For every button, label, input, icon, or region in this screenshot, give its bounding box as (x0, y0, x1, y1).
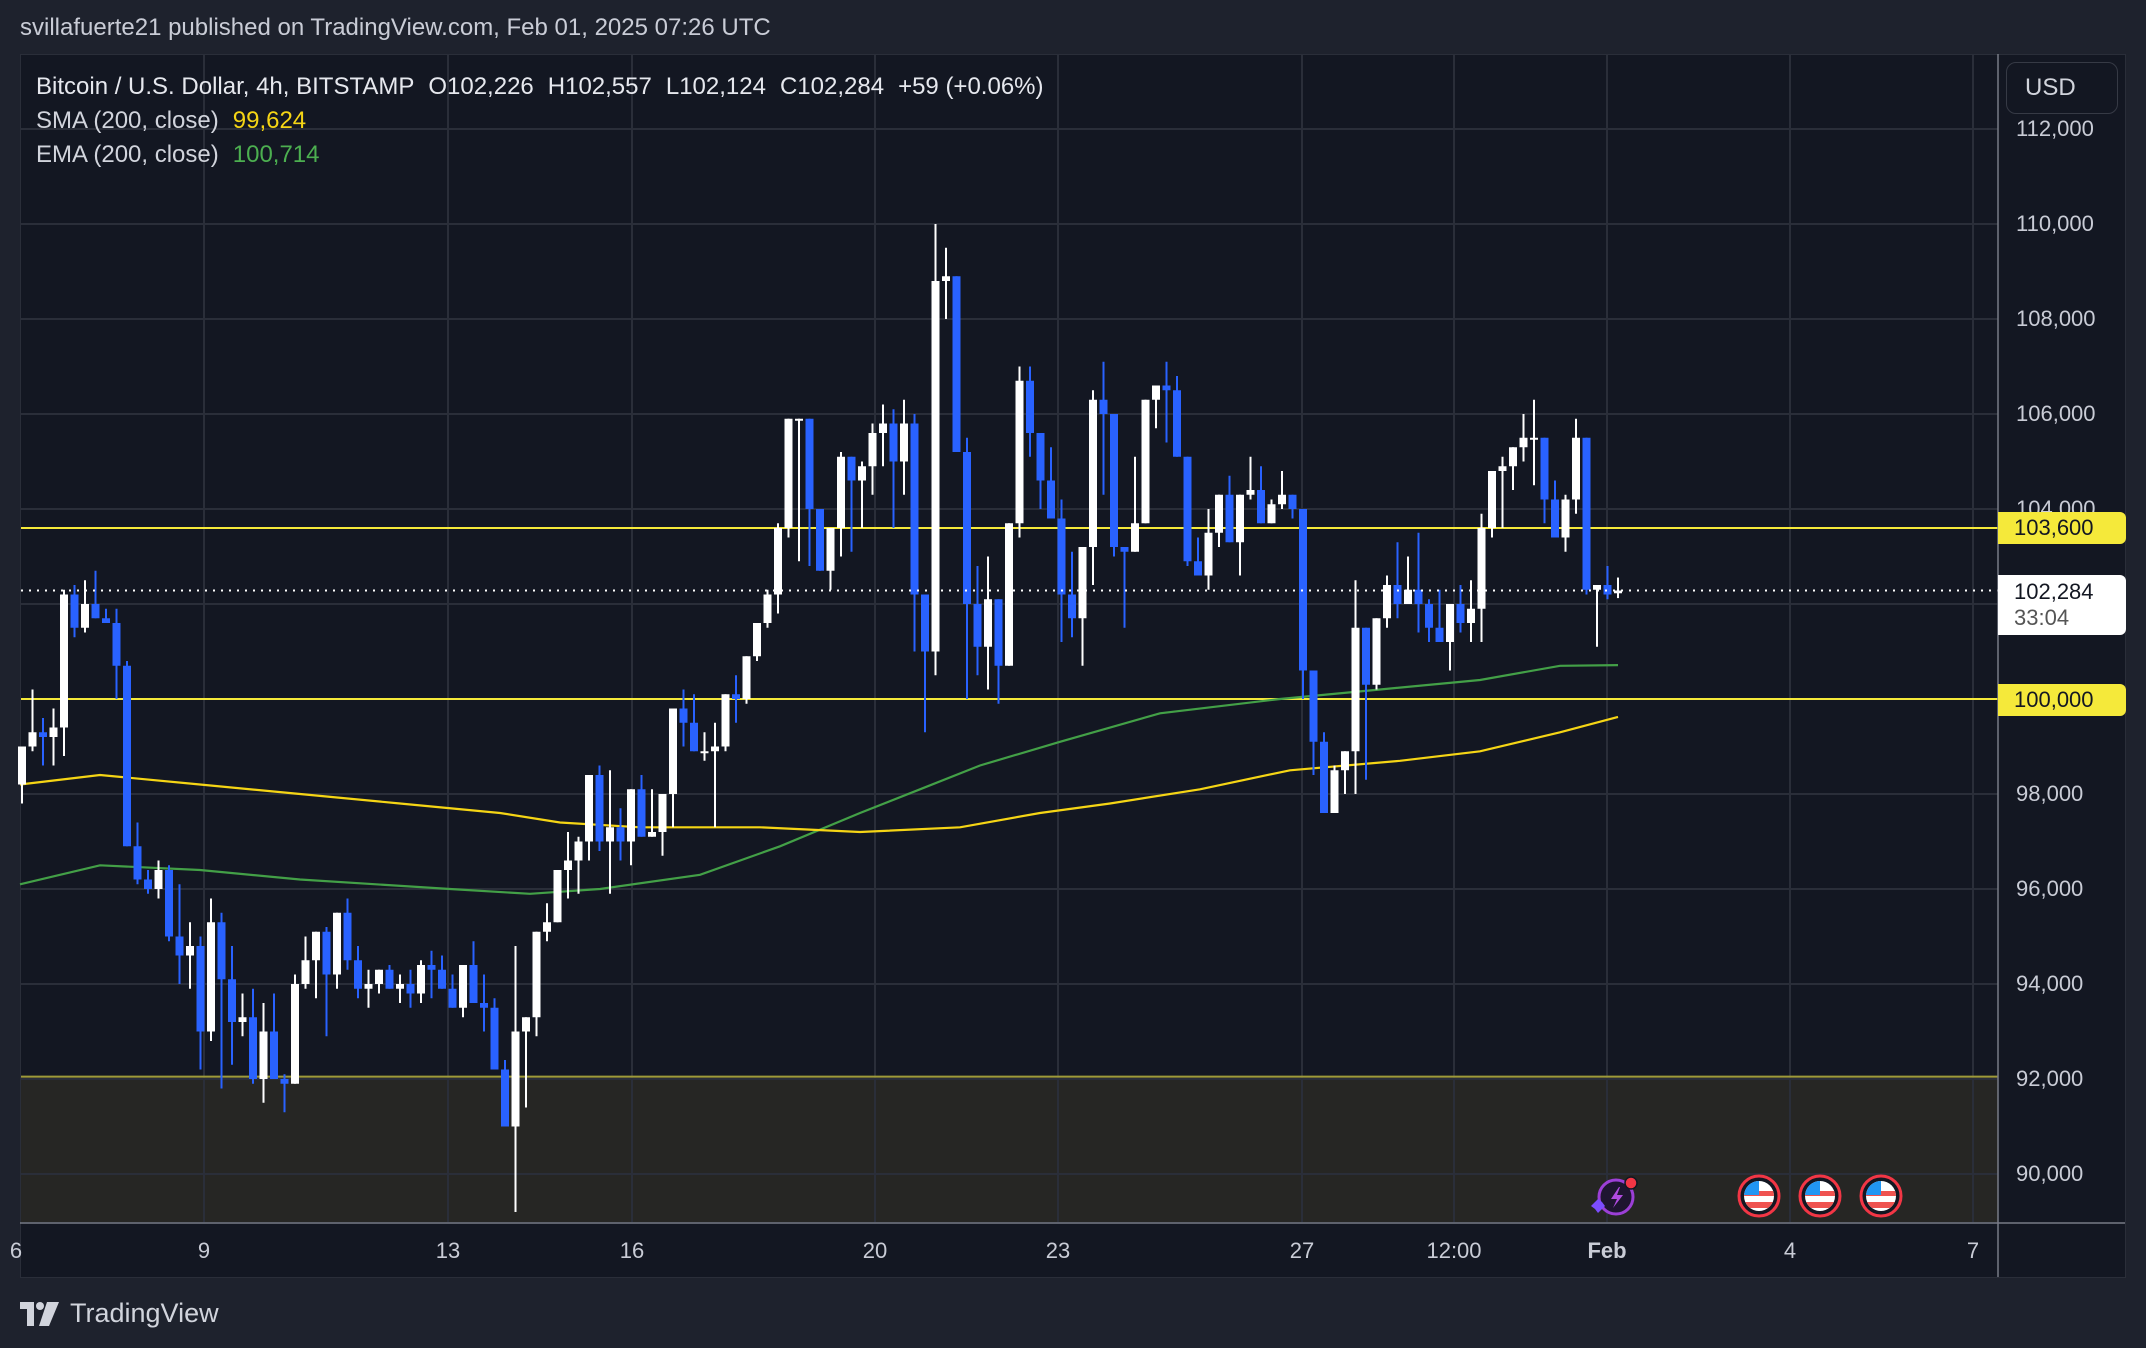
price-tick-label: 98,000 (2016, 781, 2084, 806)
price-tick-label: 106,000 (2016, 401, 2096, 426)
time-tick-label: Feb (1587, 1238, 1627, 1263)
time-tick-label: 12:00 (1426, 1238, 1482, 1263)
us-flag-event-icon[interactable] (1859, 1174, 1903, 1218)
symbol-ohlc-row: Bitcoin / U.S. Dollar, 4h, BITSTAMP O102… (36, 70, 1044, 104)
low-value: L102,124 (665, 73, 766, 100)
price-tick-label: 90,000 (2016, 1161, 2084, 1186)
currency-button[interactable]: USD (2006, 62, 2118, 114)
brand-name: TradingView (70, 1298, 219, 1328)
support-price-tag: 100,000 (1998, 684, 2126, 716)
time-tick-label: 9 (197, 1238, 211, 1263)
price-tick-label: 112,000 (2016, 116, 2094, 141)
current-price: 102,284 (2014, 579, 2094, 604)
price-tick-label: 92,000 (2016, 1066, 2084, 1091)
resistance-price-tag: 103,600 (1998, 512, 2126, 544)
tradingview-logo-icon (20, 1301, 59, 1326)
time-tick-label: 7 (1966, 1238, 1980, 1263)
bar-countdown: 33:04 (2014, 605, 2070, 630)
time-tick-label: 13 (435, 1238, 461, 1263)
published-info: svillafuerte21 published on TradingView.… (20, 14, 771, 41)
moving-averages (19, 664, 1619, 895)
price-tick-label: 96,000 (2016, 876, 2084, 901)
ema-legend-row[interactable]: EMA (200, close) 100,714 (36, 138, 1044, 172)
time-tick-label: 27 (1289, 1238, 1315, 1263)
us-flag-event-icon[interactable] (1737, 1174, 1781, 1218)
symbol-label[interactable]: Bitcoin / U.S. Dollar, 4h, BITSTAMP (36, 73, 415, 100)
us-flag-event-icon[interactable] (1798, 1174, 1842, 1218)
ema-label: EMA (200, close) (36, 141, 219, 168)
price-tick-label: 110,000 (2016, 211, 2094, 236)
chart-legend: Bitcoin / U.S. Dollar, 4h, BITSTAMP O102… (36, 70, 1044, 172)
candlesticks (18, 224, 1622, 1212)
sma-value: 99,624 (232, 107, 307, 134)
time-tick-label: 20 (862, 1238, 888, 1263)
sma-label: SMA (200, close) (36, 107, 219, 134)
support-zone (21, 1076, 1998, 1222)
high-value: H102,557 (547, 73, 652, 100)
ai-spark-icon[interactable] (1591, 1176, 1638, 1216)
ema-value: 100,714 (232, 141, 320, 168)
price-tick-label: 108,000 (2016, 306, 2096, 331)
sma-legend-row[interactable]: SMA (200, close) 99,624 (36, 104, 1044, 138)
resistance-price: 103,600 (2014, 515, 2094, 540)
chart-frame (20, 54, 2126, 1278)
footer-brand[interactable]: TradingView (20, 1298, 219, 1329)
time-tick-label: 6 (9, 1238, 23, 1263)
event-icons[interactable] (1591, 1174, 1903, 1218)
time-tick-label: 23 (1045, 1238, 1071, 1263)
change-value: +59 (+0.06%) (898, 73, 1044, 100)
time-tick-label: 4 (1783, 1238, 1797, 1263)
current-price-tag: 102,284 33:04 (1998, 575, 2126, 635)
close-value: C102,284 (779, 73, 885, 100)
price-tick-label: 94,000 (2016, 971, 2084, 996)
open-value: O102,226 (428, 73, 534, 100)
support-price: 100,000 (2014, 687, 2094, 712)
time-tick-label: 16 (619, 1238, 645, 1263)
